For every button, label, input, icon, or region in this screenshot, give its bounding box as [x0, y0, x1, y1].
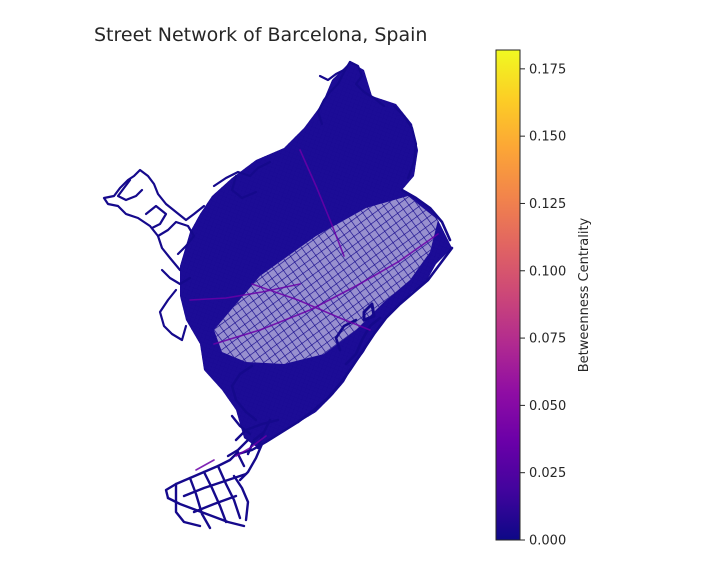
colorbar-frame: [495, 49, 521, 541]
colorbar-tick-label: 0.050: [529, 399, 566, 414]
chart-title: Street Network of Barcelona, Spain: [94, 24, 427, 46]
colorbar-tick-label: 0.000: [529, 534, 566, 549]
hill-roads: [102, 60, 418, 342]
colorbar-tick-label: 0.100: [529, 264, 566, 279]
street-network-map: [102, 60, 454, 530]
colorbar-tick-label: 0.175: [529, 62, 566, 77]
port-roads: [164, 364, 300, 530]
colorbar-fill: [496, 50, 520, 540]
colorbar-label: Betweenness Centrality: [577, 217, 592, 372]
colorbar-tick-label: 0.075: [529, 332, 566, 347]
colorbar-ticks: 0.000 0.025 0.050 0.075 0.100 0.125 0.150 0.175: [520, 62, 566, 549]
main-corridors: [189, 149, 439, 471]
colorbar: 0.000 0.025 0.050 0.075 0.100 0.125 0.150 0.175…: [495, 49, 592, 549]
colorbar-tick-label: 0.125: [529, 197, 566, 212]
coastal-roads: [296, 188, 454, 424]
colorbar-tick-label: 0.025: [529, 466, 566, 481]
colorbar-tick-label: 0.150: [529, 130, 566, 145]
